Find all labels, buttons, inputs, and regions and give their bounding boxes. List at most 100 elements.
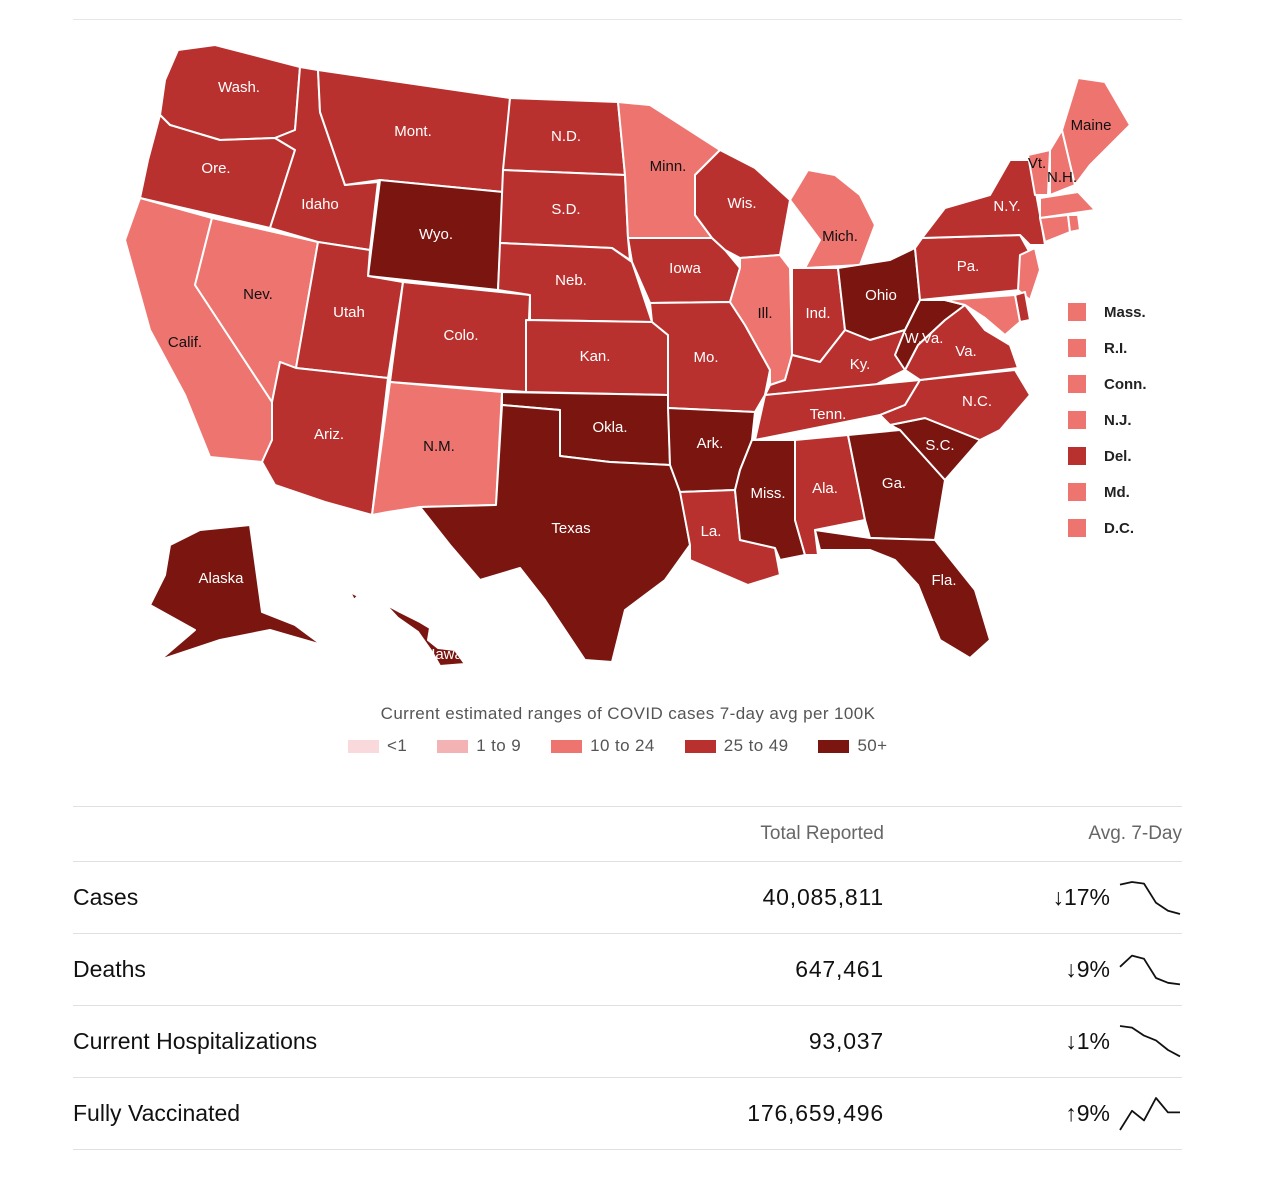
header-avg: Avg. 7-Day bbox=[884, 806, 1182, 862]
state-fla[interactable] bbox=[814, 529, 991, 659]
legend-swatch bbox=[437, 739, 469, 753]
state-maine[interactable] bbox=[1061, 77, 1131, 186]
state-label: Pa. bbox=[957, 258, 980, 275]
state-label: N.C. bbox=[962, 393, 992, 410]
state-nc[interactable] bbox=[879, 369, 1031, 441]
state-label: Texas bbox=[551, 520, 590, 537]
small-state-label: D.C. bbox=[1104, 519, 1134, 537]
state-label: Iowa bbox=[669, 260, 701, 277]
legend-swatch bbox=[551, 739, 583, 753]
legend-caption: Current estimated ranges of COVID cases … bbox=[380, 704, 876, 723]
state-label: La. bbox=[701, 523, 722, 540]
metric-name: Cases bbox=[73, 861, 553, 934]
state-ariz[interactable] bbox=[261, 361, 389, 516]
state-label: Colo. bbox=[443, 327, 478, 344]
state-label: Miss. bbox=[751, 485, 786, 502]
small-state-item[interactable]: R.I. bbox=[1068, 330, 1147, 366]
legend-label: 25 to 49 bbox=[723, 736, 789, 755]
state-label: Va. bbox=[955, 343, 976, 360]
state-mass[interactable] bbox=[1039, 191, 1096, 219]
metric-total: 176,659,496 bbox=[553, 1077, 884, 1150]
small-state-swatch bbox=[1068, 339, 1086, 357]
metric-avg-cell: ↓9% bbox=[884, 933, 1182, 1006]
state-label: Hawaii bbox=[424, 646, 469, 663]
trend-sparkline bbox=[1119, 880, 1181, 915]
stats-row: Current Hospitalizations 93,037 ↓1% bbox=[73, 1005, 1182, 1078]
color-legend: <1 1 to 9 10 to 24 25 to 49 50+ bbox=[348, 736, 917, 756]
us-states-map: Wash. Ore. Calif. Nev. Idaho Mont. Wyo. Utah Ari… bbox=[124, 44, 1131, 667]
state-label: Nev. bbox=[243, 286, 273, 303]
small-state-label: Conn. bbox=[1104, 375, 1147, 393]
small-state-item[interactable]: Conn. bbox=[1068, 366, 1147, 402]
small-state-swatch bbox=[1068, 519, 1086, 537]
legend-item: <1 bbox=[348, 736, 407, 756]
state-label: W.Va. bbox=[905, 330, 944, 347]
small-state-item[interactable]: Del. bbox=[1068, 438, 1147, 474]
metric-total: 40,085,811 bbox=[553, 861, 884, 934]
trend-line bbox=[1119, 954, 1181, 985]
state-label: Mont. bbox=[394, 123, 432, 140]
state-mich[interactable] bbox=[789, 169, 876, 269]
state-label: Ala. bbox=[812, 480, 838, 497]
state-label: Ind. bbox=[805, 305, 830, 322]
legend-swatch bbox=[818, 739, 850, 753]
small-state-item[interactable]: D.C. bbox=[1068, 510, 1147, 546]
state-label: Utah bbox=[333, 304, 365, 321]
state-label: Tenn. bbox=[810, 406, 847, 423]
state-vt[interactable] bbox=[1027, 149, 1051, 196]
legend-item: 50+ bbox=[818, 736, 887, 756]
small-state-item[interactable]: N.J. bbox=[1068, 402, 1147, 438]
metric-change: ↓17% bbox=[1052, 884, 1110, 910]
state-label: Calif. bbox=[168, 334, 202, 351]
small-state-item[interactable]: Md. bbox=[1068, 474, 1147, 510]
state-label: Mich. bbox=[822, 228, 858, 245]
state-label: Wis. bbox=[727, 195, 756, 212]
trend-line bbox=[1119, 1024, 1181, 1057]
state-label: Maine bbox=[1071, 117, 1112, 134]
legend-item: 1 to 9 bbox=[437, 736, 521, 756]
state-ny[interactable] bbox=[921, 159, 1046, 246]
legend-label: 1 to 9 bbox=[476, 736, 522, 755]
legend-label: <1 bbox=[387, 736, 408, 755]
state-label: Ohio bbox=[865, 287, 897, 304]
trend-sparkline bbox=[1119, 1024, 1181, 1057]
state-label: Ga. bbox=[882, 475, 906, 492]
legend-item: 25 to 49 bbox=[684, 736, 789, 756]
state-alaska[interactable] bbox=[149, 524, 323, 661]
small-state-swatch bbox=[1068, 375, 1086, 393]
trend-sparkline bbox=[1119, 1096, 1180, 1130]
state-label: N.M. bbox=[423, 438, 455, 455]
state-texas[interactable] bbox=[419, 404, 691, 663]
small-state-swatch bbox=[1068, 303, 1086, 321]
state-label: Ark. bbox=[697, 435, 724, 452]
small-state-label: N.J. bbox=[1104, 411, 1132, 429]
state-conn[interactable] bbox=[1039, 214, 1071, 243]
metric-total: 93,037 bbox=[553, 1005, 884, 1078]
state-nj[interactable] bbox=[1017, 247, 1041, 301]
small-states-legend: Mass. R.I. Conn. N.J. Del. Md. D.C. bbox=[1068, 294, 1147, 546]
small-state-item[interactable]: Mass. bbox=[1068, 294, 1147, 330]
top-divider bbox=[73, 19, 1182, 20]
metric-avg-cell: ↓1% bbox=[884, 1005, 1182, 1078]
header-metric bbox=[73, 806, 553, 862]
header-total: Total Reported bbox=[553, 806, 884, 862]
legend-label: 10 to 24 bbox=[590, 736, 655, 755]
state-hawaii-islands[interactable] bbox=[384, 603, 466, 667]
trend-line bbox=[1119, 1096, 1180, 1130]
small-state-label: Mass. bbox=[1104, 303, 1146, 321]
state-ri[interactable] bbox=[1067, 214, 1081, 233]
stats-header-row: Total Reported Avg. 7-Day bbox=[73, 806, 1182, 862]
stats-row: Fully Vaccinated 176,659,496 ↑9% bbox=[73, 1077, 1182, 1150]
stats-row: Cases 40,085,811 ↓17% bbox=[73, 861, 1182, 934]
metric-total: 647,461 bbox=[553, 933, 884, 1006]
state-label: Ariz. bbox=[314, 426, 344, 443]
legend-swatch bbox=[684, 739, 716, 753]
state-md[interactable] bbox=[944, 294, 1021, 336]
metric-name: Current Hospitalizations bbox=[73, 1005, 553, 1078]
state-label: Okla. bbox=[592, 419, 627, 436]
state-label: Wyo. bbox=[419, 226, 453, 243]
state-hawaii[interactable] bbox=[349, 591, 359, 601]
legend-item: 10 to 24 bbox=[551, 736, 655, 756]
small-state-label: R.I. bbox=[1104, 339, 1128, 357]
state-label: Fla. bbox=[931, 572, 956, 589]
